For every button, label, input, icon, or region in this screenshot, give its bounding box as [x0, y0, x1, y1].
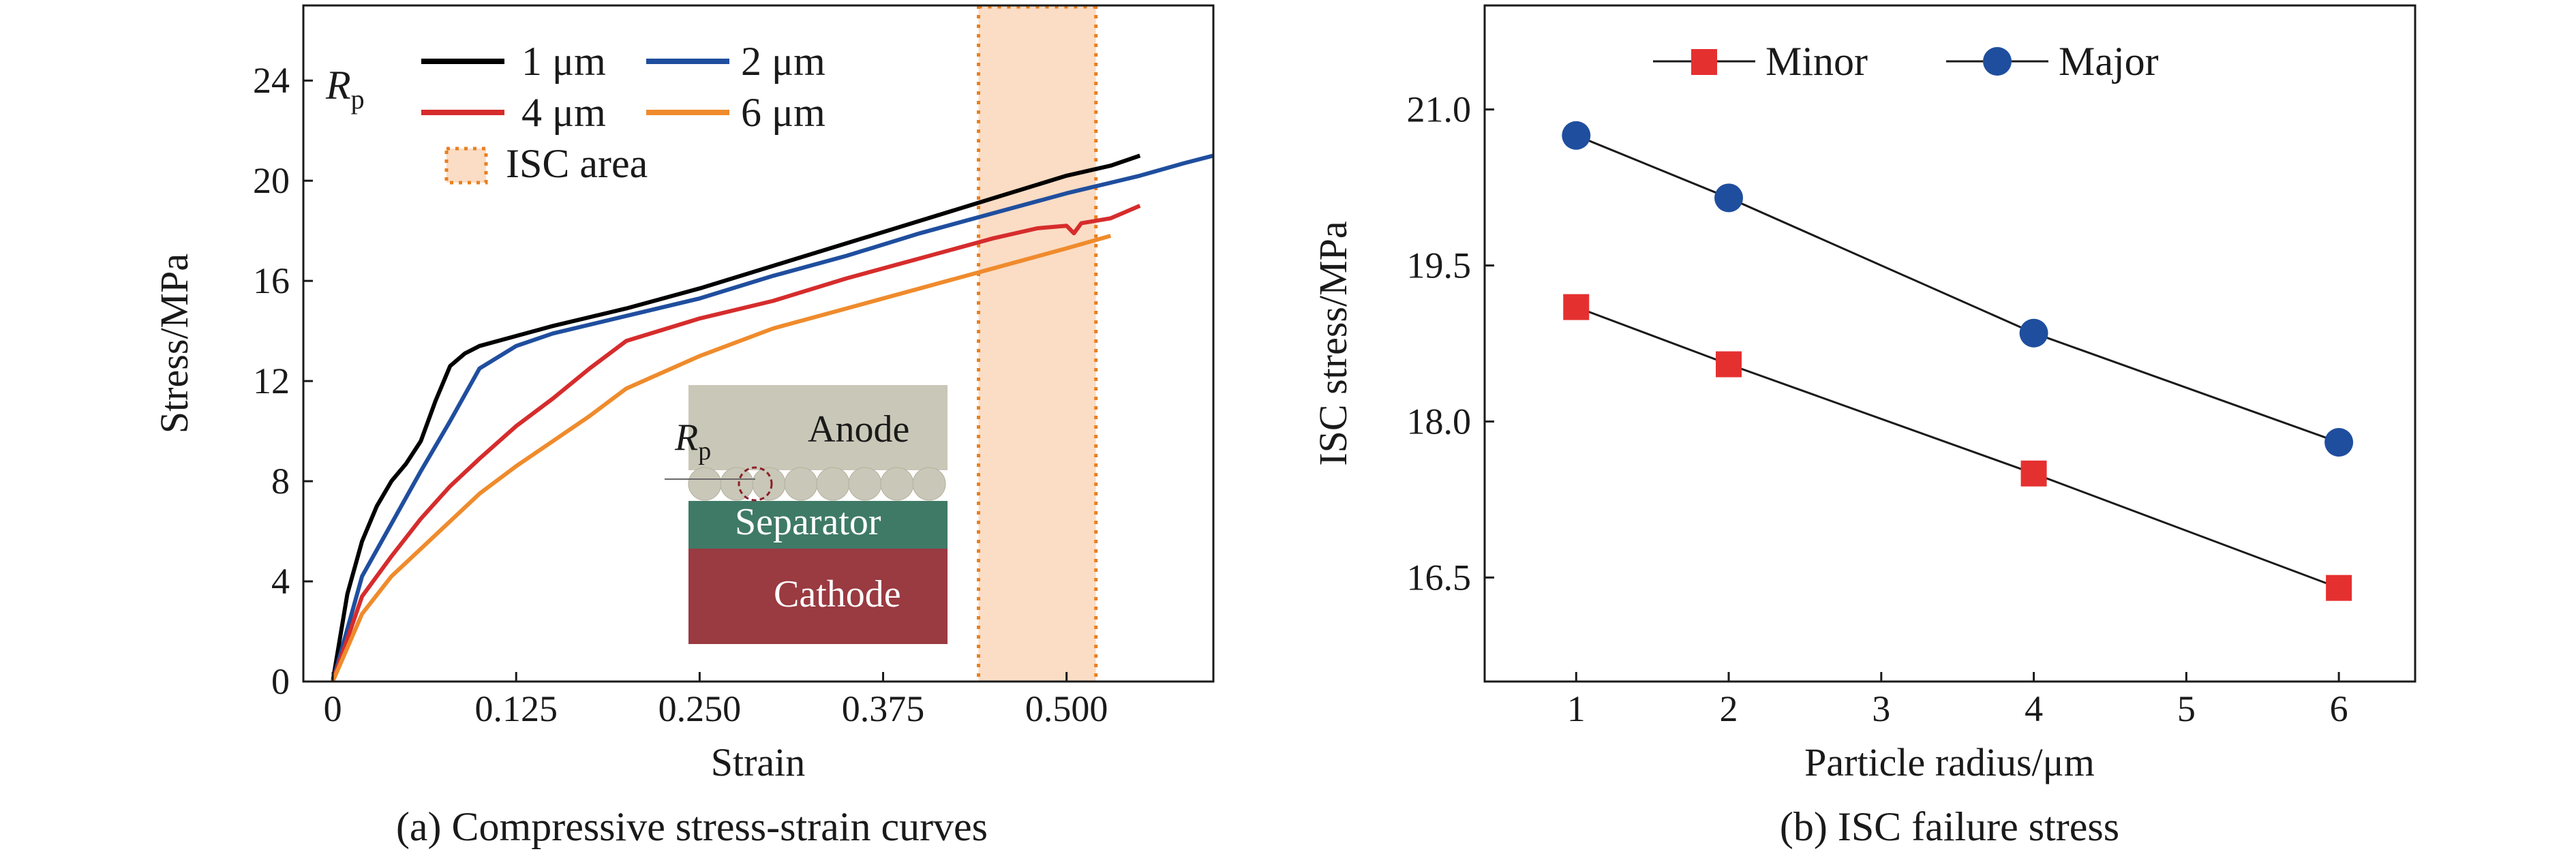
isc-area-fill — [978, 5, 1096, 682]
caption-a: (a) Compressive stress-strain curves — [396, 804, 988, 849]
data-point-major — [2324, 427, 2354, 457]
b-xtick-label: 2 — [1720, 688, 1738, 729]
data-point-minor — [1716, 351, 1742, 378]
b-xtick-label: 5 — [2177, 688, 2196, 729]
a-xtick-label: 0.125 — [474, 688, 558, 729]
y-axis-a: 0 4 8 12 16 20 24 — [253, 60, 313, 702]
isc-stress-panel: 1 2 3 4 5 6 16.5 18.0 19.5 21.0 Minor Major Part… — [1311, 4, 2416, 849]
series-line-1-m — [331, 153, 1141, 682]
y-axis-title-a: Stress/MPa — [152, 254, 196, 433]
inset-cathode-label: Cathode — [774, 573, 901, 615]
legend-label-2um: 2 μm — [741, 39, 825, 84]
anode-layer — [688, 385, 948, 470]
anode-particle — [912, 467, 946, 501]
electrode-inset: Anode Separator Cathode Rp — [665, 385, 948, 644]
anode-particle — [816, 467, 850, 501]
data-point-minor — [1563, 294, 1590, 320]
legend-label-isc-area: ISC area — [506, 141, 648, 186]
x-axis-b: 1 2 3 4 5 6 — [1567, 672, 2348, 729]
cathode-layer — [688, 549, 948, 644]
legend-a: Rp 1 μm 2 μm 4 μm 6 μm ISC area — [325, 39, 825, 186]
a-xtick-label: 0.375 — [842, 688, 925, 729]
data-point-major — [1714, 183, 1744, 213]
a-ytick-label: 24 — [253, 60, 290, 101]
series-line-major — [1575, 134, 2339, 444]
y-axis-b: 16.5 18.0 19.5 21.0 — [1407, 89, 1494, 598]
legend-title-rp: Rp — [325, 63, 365, 114]
legend-label-minor: Minor — [1766, 39, 1868, 84]
stress-strain-panel: 0 0.125 0.250 0.375 0.500 0 4 8 12 16 20 24 Rp 1 μ… — [152, 4, 1215, 849]
anode-particle — [848, 467, 882, 501]
legend-label-major: Major — [2059, 39, 2159, 84]
a-ytick-label: 8 — [271, 461, 290, 502]
legend-label-4um: 4 μm — [521, 90, 606, 135]
a-ytick-label: 0 — [271, 661, 290, 702]
legend-swatch-isc-area — [444, 147, 488, 185]
b-xtick-label: 1 — [1567, 688, 1586, 729]
b-xtick-label: 6 — [2330, 688, 2348, 729]
isc-area-region — [976, 5, 1098, 682]
anode-particle — [784, 467, 818, 501]
a-xtick-label: 0 — [324, 688, 342, 729]
anode-particles — [688, 467, 946, 501]
y-axis-title-b: ISC stress/MPa — [1311, 221, 1355, 465]
x-axis-a: 0 0.125 0.250 0.375 0.500 — [324, 672, 1108, 729]
legend-marker-major — [1983, 47, 2012, 76]
b-ytick-label: 18.0 — [1407, 401, 1472, 442]
anode-particle — [752, 467, 786, 501]
caption-b: (b) ISC failure stress — [1780, 804, 2119, 849]
particle-radius-circle — [738, 466, 773, 502]
a-xtick-label: 0.250 — [658, 688, 742, 729]
x-axis-title-b: Particle radius/μm — [1804, 740, 2095, 784]
series-line-6-m — [331, 234, 1112, 682]
inset-anode-label: Anode — [808, 408, 909, 450]
data-point-minor — [2020, 460, 2047, 487]
anode-particle — [688, 467, 722, 501]
a-ytick-label: 16 — [253, 260, 290, 301]
separator-layer — [688, 501, 948, 549]
a-xtick-label: 0.500 — [1025, 688, 1108, 729]
data-point-major — [1562, 121, 1591, 150]
b-xtick-label: 3 — [1872, 688, 1890, 729]
isc-stress-series — [1562, 121, 2354, 601]
plot-frame-b — [1483, 4, 2416, 683]
series-line-minor — [1575, 306, 2339, 590]
b-ytick-label: 19.5 — [1407, 245, 1472, 286]
legend-label-6um: 6 μm — [741, 90, 825, 135]
legend-label-1um: 1 μm — [521, 39, 606, 84]
inset-radius-label: Rp — [674, 416, 711, 465]
data-point-minor — [2326, 575, 2352, 601]
data-point-major — [2019, 318, 2048, 348]
x-axis-title-a: Strain — [711, 740, 806, 784]
series-line-4-m — [331, 204, 1141, 682]
a-ytick-label: 20 — [253, 160, 290, 201]
series-line-2-m — [331, 153, 1213, 682]
legend-b: Minor Major — [1653, 39, 2159, 84]
legend-marker-minor — [1691, 49, 1717, 75]
a-ytick-label: 12 — [253, 361, 290, 401]
b-ytick-label: 21.0 — [1407, 89, 1472, 130]
plot-frame-a — [302, 4, 1215, 683]
stress-strain-series — [331, 153, 1213, 682]
b-xtick-label: 4 — [2025, 688, 2043, 729]
b-ytick-label: 16.5 — [1407, 557, 1472, 598]
inset-separator-label: Separator — [735, 501, 881, 543]
anode-particle — [720, 467, 754, 501]
a-ytick-label: 4 — [271, 561, 290, 602]
anode-particle — [880, 467, 914, 501]
